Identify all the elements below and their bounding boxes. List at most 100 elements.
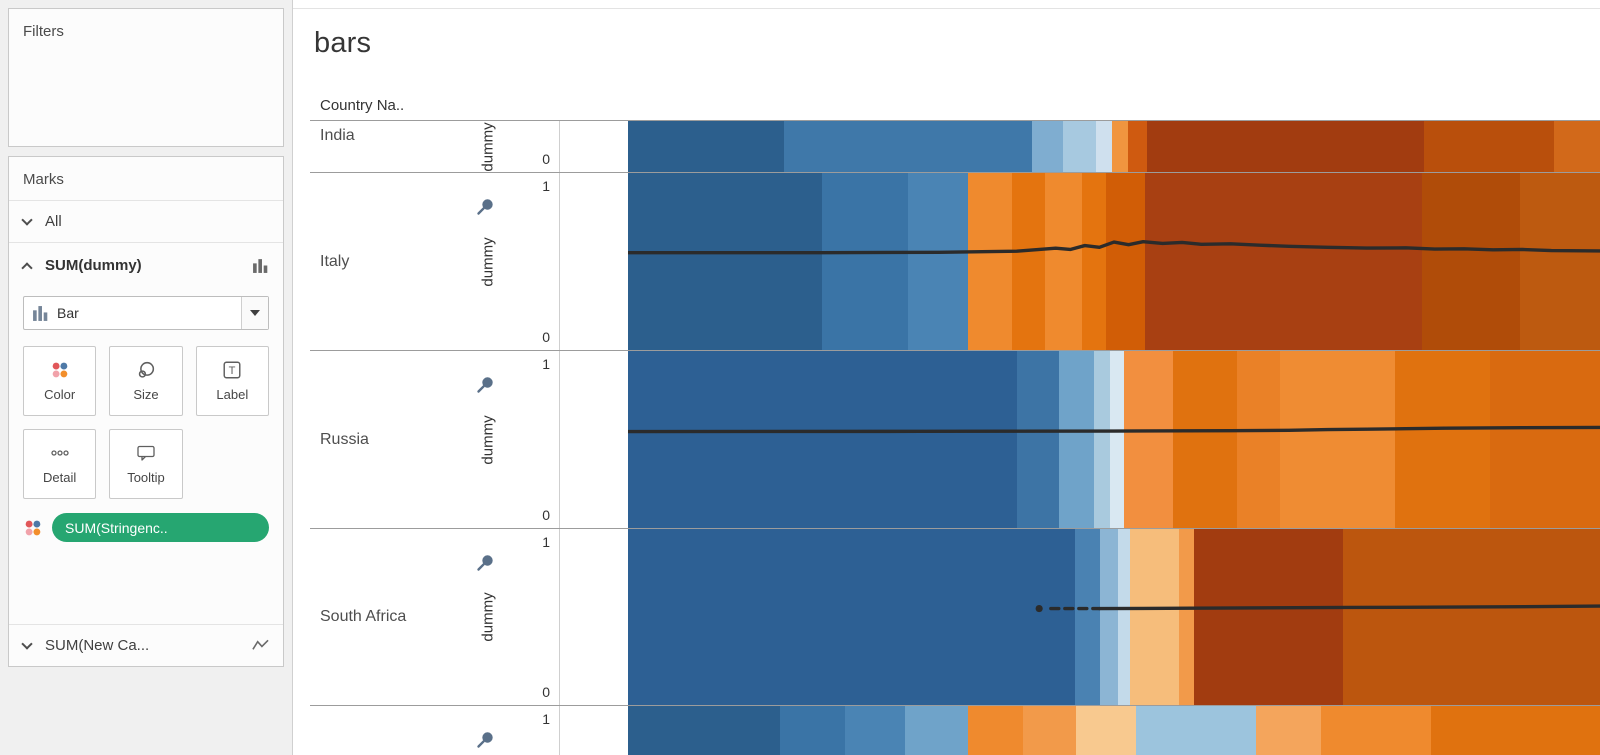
tick-label-top: 1 (542, 178, 550, 194)
size-button[interactable]: Size (109, 346, 183, 416)
color-button[interactable]: Color (23, 346, 97, 416)
bar-segment[interactable] (628, 706, 780, 755)
bar-segment[interactable] (1076, 706, 1137, 755)
row-plot (560, 121, 1600, 172)
bar-segment[interactable] (1173, 351, 1238, 528)
bar-segment[interactable] (968, 173, 1012, 350)
tick-label-bottom: 0 (542, 507, 550, 523)
country-row-header[interactable] (310, 706, 465, 755)
chevron-down-icon (21, 213, 33, 226)
bar-segment[interactable] (1394, 351, 1491, 528)
bar-segment[interactable] (822, 173, 908, 350)
bar-segment[interactable] (1093, 351, 1111, 528)
row-axis-label[interactable]: dummy (479, 592, 496, 642)
bar-segment[interactable] (1123, 351, 1174, 528)
bar-segment[interactable] (1136, 706, 1256, 755)
bar-segment[interactable] (1110, 351, 1124, 528)
bar-segment[interactable] (1422, 173, 1521, 350)
stringency-bars (628, 173, 1600, 350)
bar-segment[interactable] (1147, 121, 1425, 172)
bar-segment[interactable] (783, 121, 1033, 172)
bar-segment[interactable] (904, 706, 969, 755)
bar-segment[interactable] (1145, 173, 1423, 350)
bar-segment[interactable] (907, 173, 969, 350)
line-chart-icon (252, 639, 269, 650)
bar-segment[interactable] (1022, 706, 1077, 755)
bar-segment[interactable] (1129, 529, 1180, 705)
label-icon: T (223, 361, 241, 379)
line-mark[interactable] (628, 351, 1600, 528)
filters-title: Filters (23, 23, 64, 40)
bar-segment[interactable] (1424, 121, 1555, 172)
bar-segment[interactable] (628, 121, 784, 172)
bar-segment[interactable] (1044, 173, 1082, 350)
label-button[interactable]: T Label (195, 346, 269, 416)
marks-card: Marks All SUM(dummy) (8, 156, 284, 667)
bar-segment[interactable] (1095, 121, 1113, 172)
bar-segment[interactable] (1520, 173, 1600, 350)
marks-all-row[interactable]: All (9, 200, 283, 242)
bar-segment[interactable] (1430, 706, 1600, 755)
bar-segment[interactable] (1127, 121, 1147, 172)
country-row-header[interactable]: South Africa (320, 608, 407, 625)
bar-segment[interactable] (1490, 351, 1600, 528)
bar-segment[interactable] (1554, 121, 1600, 172)
mark-type-caret-button[interactable] (241, 297, 268, 329)
bar-segment[interactable] (1032, 121, 1064, 172)
chart-row: Italy dummy 1 0 (310, 172, 1600, 350)
pin-icon[interactable] (474, 551, 498, 575)
line-mark[interactable] (628, 529, 1600, 705)
bar-segment[interactable] (1075, 529, 1101, 705)
pin-icon[interactable] (474, 195, 498, 219)
stringency-pill[interactable]: SUM(Stringenc.. (52, 513, 269, 542)
bar-segment[interactable] (1237, 351, 1281, 528)
column-field-header[interactable]: Country Na.. (320, 97, 405, 114)
bar-segment[interactable] (1280, 351, 1395, 528)
bar-segment[interactable] (1320, 706, 1431, 755)
caret-down-icon (250, 310, 260, 316)
bar-segment[interactable] (779, 706, 845, 755)
bar-segment[interactable] (1063, 121, 1096, 172)
bar-segment[interactable] (628, 173, 823, 350)
detail-button[interactable]: Detail (23, 429, 97, 499)
bar-segment[interactable] (1179, 529, 1194, 705)
bar-segment[interactable] (844, 706, 905, 755)
bar-segment[interactable] (1343, 529, 1600, 705)
size-icon (138, 361, 155, 378)
row-axis-label[interactable]: dummy (479, 414, 496, 465)
bar-segment[interactable] (1117, 529, 1130, 705)
tooltip-button[interactable]: Tooltip (109, 429, 183, 499)
bar-segment[interactable] (628, 351, 1017, 528)
chevron-up-icon (21, 261, 33, 274)
stringency-bars (628, 121, 1600, 172)
bar-segment[interactable] (968, 706, 1023, 755)
marks-sum-newcases-row[interactable]: SUM(New Ca... (9, 624, 283, 666)
chart-row: South Africa dummy 1 0 (310, 528, 1600, 705)
pin-icon[interactable] (474, 728, 498, 752)
mark-type-dropdown[interactable]: Bar (23, 296, 269, 330)
row-axis-zone: dummy (465, 351, 510, 528)
bar-segment[interactable] (1255, 706, 1321, 755)
bar-segment[interactable] (1100, 529, 1118, 705)
country-row-header[interactable]: Russia (320, 430, 369, 448)
row-axis-label[interactable]: dummy (479, 121, 496, 172)
bar-segment[interactable] (1193, 529, 1344, 705)
bar-segment[interactable] (1058, 351, 1094, 528)
pin-icon[interactable] (474, 373, 498, 397)
bar-segment[interactable] (1112, 121, 1128, 172)
country-row-header[interactable]: India (320, 127, 355, 144)
bar-segment[interactable] (1011, 173, 1045, 350)
country-row-header[interactable]: Italy (320, 252, 350, 270)
tick-label-bottom: 0 (542, 151, 550, 167)
row-axis-label[interactable]: dummy (479, 236, 496, 287)
bar-segment[interactable] (1016, 351, 1059, 528)
size-button-label: Size (133, 387, 159, 402)
marks-sum-dummy-row[interactable]: SUM(dummy) (9, 242, 283, 288)
line-mark[interactable] (628, 173, 1600, 350)
bar-segment[interactable] (1081, 173, 1107, 350)
svg-text:T: T (229, 365, 236, 377)
bar-segment[interactable] (1106, 173, 1146, 350)
row-axis-zone (465, 706, 510, 755)
bar-segment[interactable] (628, 529, 1076, 705)
